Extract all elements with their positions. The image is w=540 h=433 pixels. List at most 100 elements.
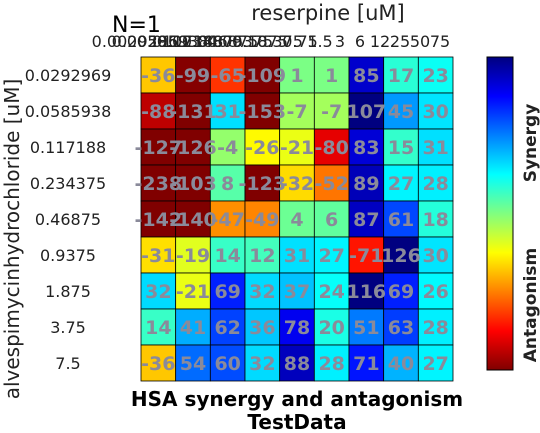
colorbar-label-synergy: Synergy — [521, 104, 540, 183]
cell-value-label: 8 — [221, 173, 234, 195]
cell-value-label: 88 — [284, 353, 310, 375]
cell-value-label: 1 — [325, 65, 338, 87]
cell-value-label: -26 — [245, 137, 279, 159]
cell-value-label: 51 — [353, 317, 379, 339]
cell-value-label: 30 — [422, 245, 448, 267]
y-tick-label: 0.0292969 — [25, 66, 112, 85]
cell-value-label: -103 — [169, 173, 217, 195]
cell-value-label: 28 — [422, 317, 448, 339]
x-tick-labels: 0.002929690.005859380.01171880.02343750.… — [92, 32, 451, 51]
cell-value-label: 12 — [249, 245, 275, 267]
x-tick-label: 1.5 — [307, 32, 332, 51]
cell-value-label: 54 — [180, 353, 206, 375]
cell-value-label: 18 — [422, 209, 448, 231]
y-tick-label: 1.875 — [45, 282, 91, 301]
cell-value-label: -153 — [239, 101, 287, 123]
cell-value-label: -32 — [280, 173, 314, 195]
y-tick-label: 0.234375 — [30, 174, 106, 193]
cell-value-label: 28 — [318, 353, 344, 375]
cell-value-label: 1 — [290, 65, 303, 87]
cell-value-label: 4 — [290, 209, 303, 231]
cell-value-label: -47 — [211, 209, 245, 231]
cell-value-label: -52 — [315, 173, 349, 195]
cell-value-label: 36 — [249, 317, 275, 339]
cell-value-label: 31 — [214, 101, 240, 123]
cell-value-label: 116 — [346, 281, 386, 303]
cell-value-label: 126 — [381, 245, 421, 267]
cell-value-label: -31 — [141, 245, 175, 267]
y-tick-label: 0.46875 — [35, 210, 101, 229]
cell-value-label: 89 — [353, 173, 379, 195]
cell-value-label: 45 — [388, 101, 414, 123]
cell-value-label: 15 — [388, 137, 414, 159]
cell-value-label: -109 — [239, 65, 287, 87]
colorbar — [487, 57, 513, 370]
x-tick-label: 75 — [430, 32, 450, 51]
y-tick-label: 0.9375 — [40, 246, 96, 265]
cell-value-label: 27 — [318, 245, 344, 267]
cell-value-label: 20 — [318, 317, 344, 339]
cell-value-label: 40 — [388, 353, 414, 375]
cell-value-label: 26 — [422, 281, 448, 303]
cell-value-label: 87 — [353, 209, 379, 231]
chart-title: HSA synergy and antagonism — [131, 387, 463, 411]
cell-value-label: -99 — [176, 65, 210, 87]
cell-value-label: 61 — [388, 209, 414, 231]
cell-value-label: -7 — [286, 101, 307, 123]
cell-value-label: -4 — [217, 137, 238, 159]
cell-value-label: 32 — [249, 353, 275, 375]
cell-value-label: -80 — [315, 137, 349, 159]
colorbar-label-antagonism: Antagonism — [521, 248, 540, 362]
cell-value-label: -21 — [176, 281, 210, 303]
y-tick-label: 7.5 — [55, 354, 80, 373]
cell-value-label: 78 — [284, 317, 310, 339]
cell-value-label: -21 — [280, 137, 314, 159]
cell-value-label: 41 — [180, 317, 206, 339]
cell-value-label: -49 — [245, 209, 279, 231]
cell-value-label: 27 — [422, 353, 448, 375]
x-tick-label: 3 — [335, 32, 345, 51]
cell-value-label: 32 — [145, 281, 171, 303]
cell-value-label: 69 — [214, 281, 240, 303]
y-tick-label: 3.75 — [50, 318, 86, 337]
cell-value-label: -126 — [169, 137, 217, 159]
x-tick-label: 12 — [370, 32, 390, 51]
y-axis-label: alvespimycinhydrochloride [uM] — [0, 79, 24, 400]
cell-value-label: -19 — [176, 245, 210, 267]
cell-value-label: 28 — [422, 173, 448, 195]
cell-value-label: 23 — [422, 65, 448, 87]
y-tick-label: 0.117188 — [30, 138, 106, 157]
cell-value-label: 17 — [388, 65, 414, 87]
cell-value-label: 107 — [346, 101, 386, 123]
cell-value-label: 71 — [353, 353, 379, 375]
cell-value-label: 60 — [214, 353, 240, 375]
cell-value-label: -131 — [169, 101, 217, 123]
cell-value-label: 14 — [214, 245, 240, 267]
cell-value-label: -7 — [321, 101, 342, 123]
cell-value-label: 85 — [353, 65, 379, 87]
cell-value-label: 83 — [353, 137, 379, 159]
y-tick-labels: 0.0292969 0.0585938 0.117188 0.234375 0.4687… — [25, 66, 112, 373]
x-axis-label: reserpine [uM] — [251, 1, 404, 25]
x-tick-label: 25 — [390, 32, 410, 51]
cell-value-label: -71 — [349, 245, 383, 267]
cell-value-label: 31 — [422, 137, 448, 159]
cell-value-label: 31 — [284, 245, 310, 267]
cell-value-label: 63 — [388, 317, 414, 339]
cell-value-label: -36 — [141, 65, 175, 87]
chart-subtitle: TestData — [247, 410, 346, 433]
x-tick-label: 50 — [410, 32, 430, 51]
cell-value-label: 24 — [318, 281, 344, 303]
cell-value-label: 30 — [422, 101, 448, 123]
cell-value-label: 62 — [214, 317, 240, 339]
cell-value-label: 69 — [388, 281, 414, 303]
x-tick-label: 6 — [355, 32, 365, 51]
cell-value-label: 37 — [284, 281, 310, 303]
cell-value-label: 6 — [325, 209, 338, 231]
cell-value-label: 27 — [388, 173, 414, 195]
cell-value-label: 14 — [145, 317, 171, 339]
y-tick-label: 0.0585938 — [25, 102, 112, 121]
cell-value-label: 32 — [249, 281, 275, 303]
